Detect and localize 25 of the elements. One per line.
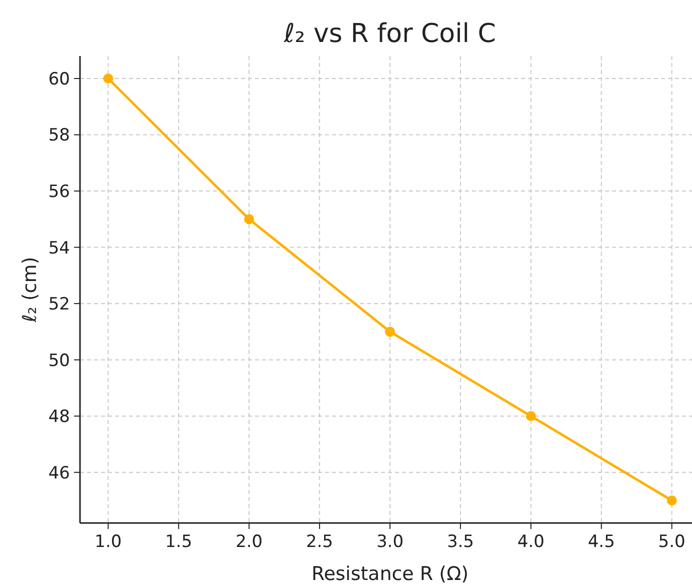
x-tick-label: 3.5 bbox=[446, 532, 474, 552]
x-tick-label: 2.0 bbox=[236, 532, 263, 552]
y-tick-label: 50 bbox=[48, 350, 70, 371]
y-tick-label: 56 bbox=[48, 182, 70, 202]
point bbox=[244, 214, 254, 224]
x-tick-label: 3.0 bbox=[376, 532, 404, 552]
y-tick-label: 48 bbox=[48, 407, 70, 428]
y-axis-title: ℓ₂ (cm) bbox=[19, 256, 41, 324]
y-tick-label: 58 bbox=[48, 126, 70, 146]
point bbox=[526, 411, 536, 422]
x-tick-label: 2.5 bbox=[306, 532, 334, 552]
y-tick-label: 60 bbox=[48, 69, 70, 90]
point bbox=[103, 74, 114, 84]
x-tick-label: 1.0 bbox=[94, 532, 122, 552]
x-tick-label: 4.5 bbox=[588, 532, 615, 552]
chart-title: ℓ₂ vs R for Coil C bbox=[283, 19, 496, 49]
x-tick-label: 1.5 bbox=[165, 532, 192, 552]
x-axis-title: Resistance R (Ω) bbox=[311, 563, 469, 584]
y-tick-label: 46 bbox=[48, 463, 70, 484]
point bbox=[385, 326, 395, 337]
y-tick-label: 52 bbox=[48, 294, 70, 315]
x-tick-label: 5.0 bbox=[658, 532, 686, 552]
x-tick-label: 4.0 bbox=[517, 532, 544, 552]
y-tick-label: 54 bbox=[48, 238, 70, 258]
point bbox=[666, 495, 677, 506]
